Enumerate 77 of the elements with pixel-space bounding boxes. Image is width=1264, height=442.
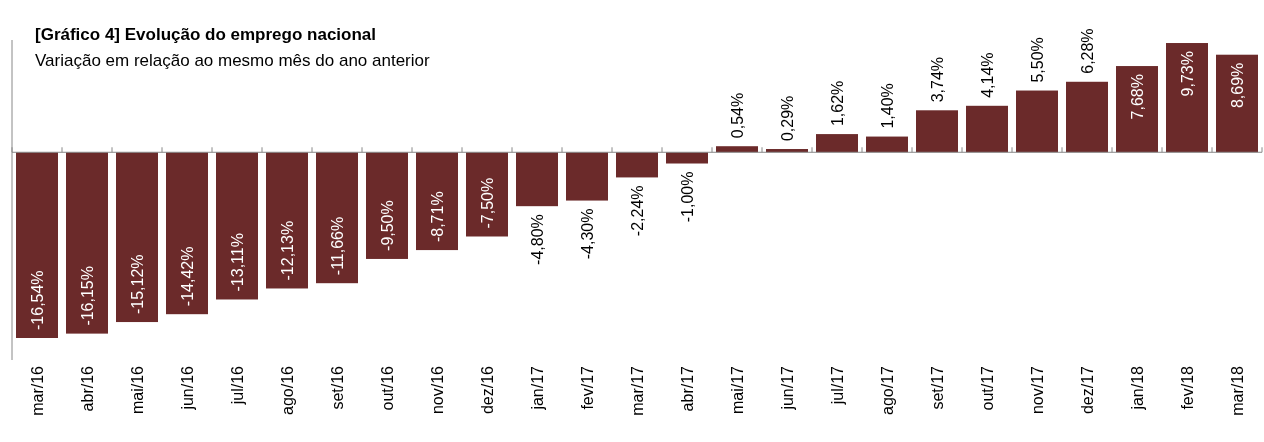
x-tick-label: jun/17 — [779, 365, 796, 411]
x-tick-label: ago/17 — [879, 365, 896, 415]
data-label: 9,73% — [1179, 51, 1196, 97]
bar — [666, 152, 708, 164]
data-label: 6,28% — [1079, 28, 1096, 74]
data-label: -13,11% — [229, 233, 246, 292]
bar — [1016, 90, 1058, 153]
data-label: 0,54% — [729, 92, 746, 139]
x-tick-label: mai/17 — [729, 365, 746, 415]
bar — [16, 152, 58, 338]
bar — [566, 152, 608, 201]
x-tick-label: jan/17 — [529, 365, 546, 411]
x-tick-label: jan/18 — [1129, 365, 1146, 411]
x-tick-label: abr/16 — [79, 365, 96, 412]
bar — [1216, 54, 1258, 153]
x-tick-label: jul/17 — [829, 365, 846, 406]
data-label: 0,29% — [779, 95, 796, 142]
data-label: -15,12% — [129, 254, 146, 315]
x-tick-label: fev/17 — [579, 365, 596, 410]
data-label: -16,15% — [79, 266, 96, 326]
x-tick-label: nov/17 — [1029, 365, 1046, 415]
x-tick-label: mar/17 — [629, 365, 646, 416]
bar — [466, 152, 508, 237]
bar — [1166, 43, 1208, 153]
data-label: -2,24% — [629, 185, 646, 237]
x-tick-label: set/16 — [329, 365, 346, 410]
data-label: -1,00% — [679, 171, 696, 223]
data-label: 7,68% — [1129, 74, 1146, 120]
data-label: -4,30% — [579, 208, 596, 260]
x-tick-label: out/17 — [979, 365, 996, 411]
bar — [216, 152, 258, 300]
x-tick-label: nov/16 — [429, 365, 446, 415]
bar — [766, 149, 808, 153]
data-label: 1,40% — [879, 83, 896, 129]
bar — [866, 136, 908, 153]
data-label: -9,50% — [379, 200, 396, 251]
bar — [266, 152, 308, 289]
data-label: 5,50% — [1029, 37, 1046, 83]
data-label: 8,69% — [1229, 62, 1246, 109]
data-label: 3,74% — [929, 56, 946, 103]
x-tick-label: jun/16 — [179, 365, 196, 411]
bar — [916, 110, 958, 153]
bar — [116, 152, 158, 323]
data-label: -12,13% — [279, 220, 296, 281]
x-tick-label: fev/18 — [1179, 365, 1196, 410]
x-tick-label: jul/16 — [229, 365, 246, 406]
bar — [516, 152, 558, 207]
x-tick-label: mai/16 — [129, 365, 146, 415]
x-tick-label: dez/16 — [479, 365, 496, 415]
data-label: -11,66% — [329, 216, 346, 276]
bar — [1116, 66, 1158, 153]
x-tick-label: ago/16 — [279, 365, 296, 415]
bar — [1066, 81, 1108, 153]
bar — [166, 152, 208, 315]
chart-title: [Gráfico 4] Evolução do emprego nacional — [35, 25, 377, 44]
bar — [716, 146, 758, 153]
bar — [616, 152, 658, 178]
data-label: 1,62% — [829, 80, 846, 127]
text: Variação em relação ao mesmo mês do ano anterior — [35, 51, 430, 70]
x-tick-label: mar/18 — [1229, 365, 1246, 416]
data-label: -7,50% — [479, 177, 496, 229]
x-tick-label: mar/16 — [29, 365, 46, 416]
x-tick-label: dez/17 — [1079, 365, 1096, 415]
data-label: -8,71% — [429, 191, 446, 243]
bar — [366, 152, 408, 259]
bar — [66, 152, 108, 334]
bar — [966, 105, 1008, 153]
data-label: -14,42% — [179, 246, 196, 307]
x-tick-label: abr/17 — [679, 365, 696, 412]
x-tick-label: out/16 — [379, 365, 396, 411]
bar — [316, 152, 358, 284]
bar — [416, 152, 458, 251]
data-label: 4,14% — [979, 52, 996, 98]
data-label: -16,54% — [29, 270, 46, 330]
bar — [816, 134, 858, 153]
x-tick-label: set/17 — [929, 365, 946, 410]
data-label: -4,80% — [529, 214, 546, 265]
